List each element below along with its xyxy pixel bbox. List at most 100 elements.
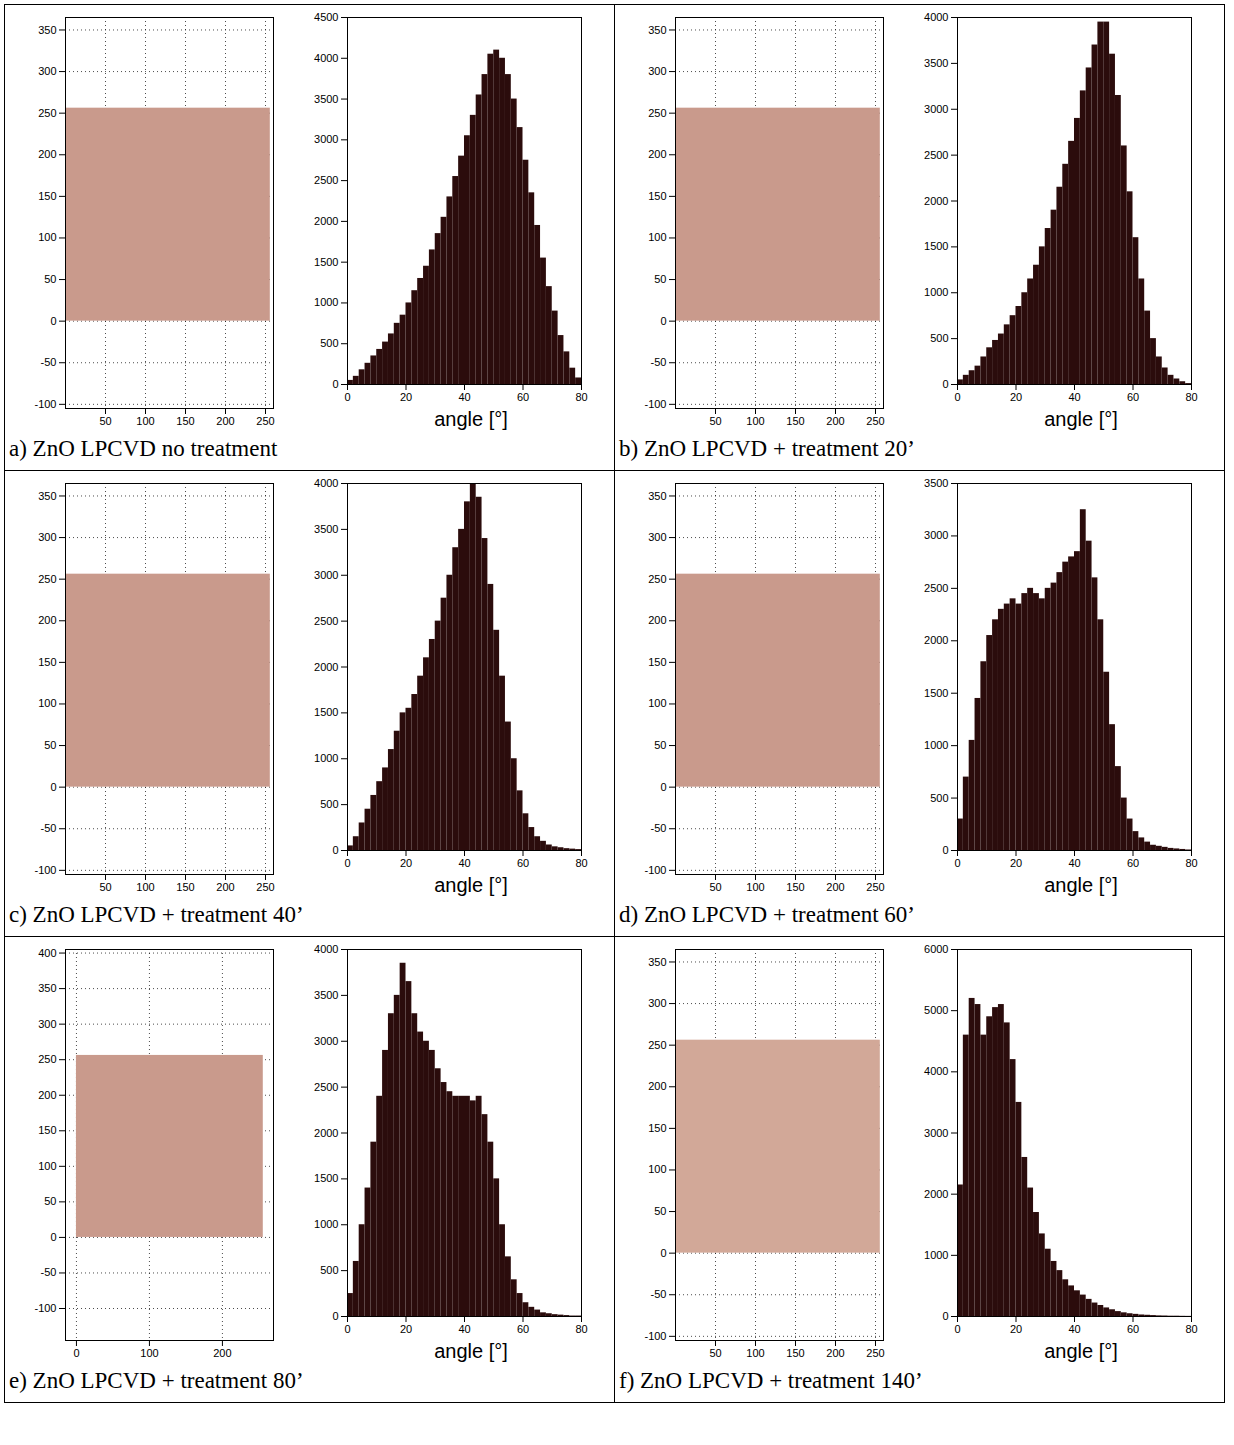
svg-text:150: 150 (648, 656, 666, 668)
svg-text:4000: 4000 (314, 477, 338, 489)
svg-text:20: 20 (400, 857, 412, 869)
svg-text:0: 0 (954, 857, 960, 869)
svg-text:2500: 2500 (924, 149, 948, 161)
svg-text:250: 250 (648, 573, 666, 585)
svg-text:150: 150 (38, 190, 56, 202)
svg-text:500: 500 (320, 337, 338, 349)
svg-text:0: 0 (660, 1247, 666, 1259)
svg-text:3500: 3500 (314, 989, 338, 1001)
svg-text:150: 150 (786, 415, 804, 427)
svg-text:500: 500 (930, 332, 948, 344)
svg-text:1500: 1500 (314, 706, 338, 718)
svg-text:0: 0 (942, 378, 948, 390)
svg-text:2000: 2000 (314, 215, 338, 227)
svg-text:80: 80 (575, 391, 587, 403)
svg-text:50: 50 (99, 415, 111, 427)
svg-text:-100: -100 (644, 864, 666, 876)
svg-text:-100: -100 (644, 398, 666, 410)
svg-text:80: 80 (1185, 857, 1197, 869)
svg-text:2500: 2500 (314, 174, 338, 186)
svg-text:80: 80 (1185, 1323, 1197, 1335)
svg-text:1500: 1500 (314, 256, 338, 268)
svg-text:250: 250 (38, 1053, 56, 1065)
svg-text:4000: 4000 (924, 1065, 948, 1077)
svg-text:250: 250 (866, 1347, 884, 1359)
svg-text:-100: -100 (34, 398, 56, 410)
svg-text:80: 80 (575, 1323, 587, 1335)
svg-text:1000: 1000 (924, 739, 948, 751)
svg-text:3000: 3000 (314, 569, 338, 581)
svg-text:0: 0 (50, 781, 56, 793)
svg-text:300: 300 (38, 531, 56, 543)
svg-text:200: 200 (213, 1347, 231, 1359)
svg-text:6000: 6000 (924, 943, 948, 955)
svg-text:0: 0 (942, 1310, 948, 1322)
svg-text:50: 50 (654, 739, 666, 751)
svg-text:40: 40 (458, 391, 470, 403)
svg-text:0: 0 (332, 1310, 338, 1322)
svg-text:0: 0 (344, 391, 350, 403)
svg-text:500: 500 (320, 1264, 338, 1276)
svg-text:300: 300 (648, 65, 666, 77)
svg-text:20: 20 (400, 1323, 412, 1335)
svg-text:-50: -50 (41, 1266, 57, 1278)
svg-text:100: 100 (648, 231, 666, 243)
svg-text:100: 100 (136, 881, 154, 893)
svg-text:0: 0 (50, 315, 56, 327)
svg-text:100: 100 (136, 415, 154, 427)
svg-text:250: 250 (256, 415, 274, 427)
svg-text:200: 200 (216, 415, 234, 427)
svg-text:350: 350 (648, 955, 666, 967)
svg-text:50: 50 (654, 1205, 666, 1217)
svg-text:2000: 2000 (924, 1188, 948, 1200)
svg-text:1000: 1000 (924, 286, 948, 298)
svg-text:0: 0 (344, 857, 350, 869)
svg-text:100: 100 (648, 1163, 666, 1175)
svg-text:350: 350 (38, 982, 56, 994)
svg-text:50: 50 (44, 1195, 56, 1207)
svg-text:50: 50 (709, 1347, 721, 1359)
svg-text:2000: 2000 (924, 634, 948, 646)
svg-text:2000: 2000 (924, 195, 948, 207)
svg-text:150: 150 (648, 190, 666, 202)
svg-text:1500: 1500 (314, 1172, 338, 1184)
svg-text:100: 100 (648, 697, 666, 709)
svg-text:350: 350 (648, 489, 666, 501)
svg-text:250: 250 (866, 415, 884, 427)
svg-text:50: 50 (654, 273, 666, 285)
svg-text:200: 200 (648, 614, 666, 626)
svg-text:-50: -50 (651, 822, 667, 834)
svg-text:250: 250 (648, 107, 666, 119)
svg-text:2500: 2500 (314, 1081, 338, 1093)
svg-text:0: 0 (332, 378, 338, 390)
svg-text:60: 60 (517, 1323, 529, 1335)
svg-text:250: 250 (38, 107, 56, 119)
svg-text:500: 500 (320, 798, 338, 810)
svg-text:-50: -50 (651, 1288, 667, 1300)
svg-text:20: 20 (1010, 1323, 1022, 1335)
svg-text:4000: 4000 (314, 52, 338, 64)
svg-text:40: 40 (458, 1323, 470, 1335)
svg-text:1000: 1000 (314, 1218, 338, 1230)
svg-text:100: 100 (38, 1160, 56, 1172)
svg-text:3000: 3000 (924, 529, 948, 541)
svg-text:60: 60 (1127, 1323, 1139, 1335)
svg-text:150: 150 (38, 656, 56, 668)
svg-text:200: 200 (826, 1347, 844, 1359)
svg-text:0: 0 (344, 1323, 350, 1335)
svg-text:150: 150 (38, 1124, 56, 1136)
svg-text:500: 500 (930, 792, 948, 804)
svg-text:300: 300 (648, 531, 666, 543)
svg-text:350: 350 (38, 23, 56, 35)
svg-text:200: 200 (648, 1080, 666, 1092)
svg-text:20: 20 (1010, 857, 1022, 869)
svg-text:200: 200 (826, 415, 844, 427)
svg-text:-100: -100 (34, 864, 56, 876)
svg-text:100: 100 (746, 1347, 764, 1359)
svg-text:2500: 2500 (314, 615, 338, 627)
svg-text:50: 50 (44, 739, 56, 751)
svg-text:1000: 1000 (314, 296, 338, 308)
svg-text:300: 300 (38, 65, 56, 77)
svg-text:50: 50 (709, 881, 721, 893)
svg-text:80: 80 (575, 857, 587, 869)
